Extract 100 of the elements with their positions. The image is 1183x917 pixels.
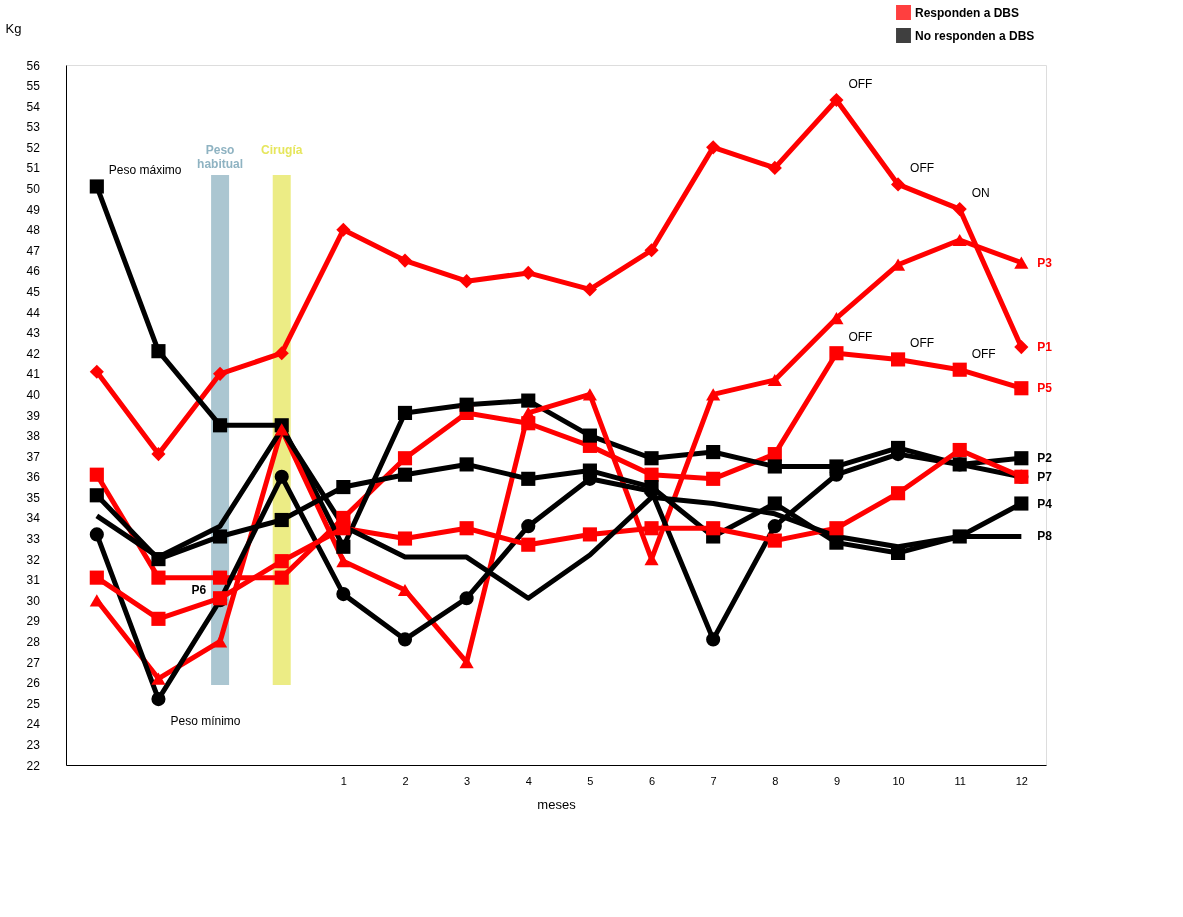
point [213, 635, 228, 648]
y-tick-label: 27 [26, 655, 41, 670]
point [582, 282, 597, 297]
point [151, 692, 166, 707]
point [829, 521, 844, 536]
x-tick-label: 8 [772, 774, 779, 787]
y-tick-label: 50 [26, 182, 41, 197]
point [151, 344, 166, 359]
point [151, 447, 166, 462]
annotation: P3 [1037, 255, 1053, 270]
point [213, 366, 228, 381]
x-tick-label: 1 [340, 774, 347, 787]
x-tick-label: 6 [648, 774, 656, 787]
y-tick-label: 31 [26, 573, 41, 588]
x-tick-label: 12 [1015, 774, 1028, 787]
x-tick-label: 3 [464, 774, 471, 787]
point [767, 496, 782, 511]
y-tick-label: 28 [26, 634, 41, 649]
ref-line-label: Peso habitual [197, 143, 244, 171]
y-tick-label: 52 [26, 140, 41, 155]
x-tick-label: 10 [892, 774, 905, 787]
point [829, 535, 844, 550]
point [1014, 339, 1029, 355]
point [459, 274, 474, 289]
point [397, 253, 413, 268]
point [706, 521, 721, 536]
y-tick-label: 47 [26, 243, 41, 258]
annotation: OFF [848, 77, 873, 91]
y-tick-label: 30 [26, 593, 41, 608]
x-tick-label: 7 [710, 774, 717, 787]
point [89, 570, 104, 585]
annotation: OFF [910, 161, 935, 176]
y-tick-label: 46 [26, 264, 41, 279]
annotation: P1 [1037, 340, 1053, 355]
point [213, 529, 228, 544]
point [89, 467, 104, 482]
annotation: OFF [910, 336, 935, 351]
annotation: P7 [1037, 469, 1053, 484]
point [767, 373, 782, 387]
point [213, 418, 228, 433]
point [397, 405, 413, 421]
y-tick-label: 33 [26, 532, 41, 547]
y-tick-label: 54 [26, 99, 41, 114]
point [397, 467, 413, 482]
point [89, 594, 104, 607]
y-tick-label: 36 [26, 470, 41, 485]
y-tick-label: 37 [26, 449, 41, 464]
point [459, 591, 474, 606]
y-tick-label: 25 [26, 696, 41, 711]
point [336, 587, 351, 602]
point [336, 539, 351, 554]
point [521, 471, 536, 486]
x-tick-label: 11 [954, 774, 966, 787]
point [397, 531, 413, 546]
point [829, 346, 844, 361]
point [274, 554, 289, 569]
point [521, 537, 536, 552]
point [274, 512, 289, 528]
ref-line-label: Cirugía [261, 143, 303, 157]
point [706, 140, 721, 155]
point [767, 160, 782, 176]
point [336, 479, 351, 495]
point [952, 442, 967, 458]
point [1014, 381, 1029, 396]
annotation: Peso máximo [108, 163, 182, 178]
point [89, 179, 104, 194]
point [459, 521, 474, 536]
annotation: Peso mínimo [170, 714, 241, 729]
y-tick-label: 32 [26, 552, 41, 567]
y-tick-label: 53 [26, 120, 41, 135]
annotation: P6 [191, 583, 207, 598]
point [521, 406, 536, 420]
point [952, 233, 967, 247]
annotation: OFF [848, 330, 873, 345]
point [521, 393, 536, 408]
y-tick-label: 51 [26, 161, 41, 176]
point [706, 388, 721, 401]
y-tick-label: 55 [26, 79, 41, 94]
y-tick-label: 43 [26, 326, 41, 341]
point [336, 521, 351, 536]
y-tick-label: 39 [26, 408, 41, 423]
point [521, 519, 536, 534]
x-tick-label: 4 [525, 774, 532, 787]
point [274, 346, 289, 361]
y-tick-label: 48 [26, 223, 41, 238]
annotation: P8 [1037, 529, 1053, 544]
point [706, 632, 721, 647]
point [274, 423, 289, 436]
y-tick-label: 45 [26, 284, 41, 299]
y-tick-label: 22 [26, 758, 41, 773]
x-tick-label: 5 [587, 774, 594, 787]
annotation: ON [971, 186, 990, 201]
x-tick-label: 2 [402, 774, 409, 787]
y-tick-label: 44 [26, 305, 41, 320]
y-tick-label: 29 [26, 614, 41, 629]
point [459, 397, 474, 412]
y-tick-label: 40 [26, 387, 41, 402]
point [767, 533, 782, 548]
y-axis-title: Kg [5, 20, 22, 36]
point [459, 457, 474, 472]
